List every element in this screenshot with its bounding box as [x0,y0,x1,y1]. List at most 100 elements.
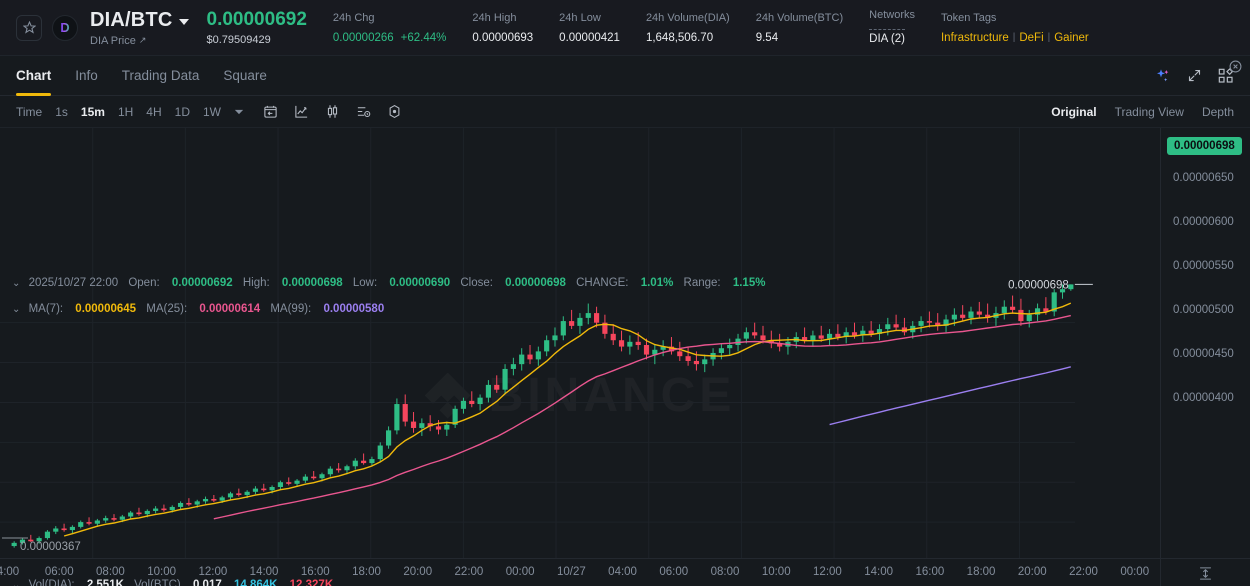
stat-24h-volume-dia: 24h Volume(DIA) 1,648,506.70 [646,11,730,43]
ohlc-datetime: 2025/10/27 22:00 [28,277,119,289]
time-tick: 10:00 [761,566,791,578]
vol-dia-value: 2.551K [86,579,124,586]
stat-label: 24h Low [559,12,601,25]
interval-4h[interactable]: 4H [146,104,162,119]
price-axis[interactable]: 0.00000698 0.00000650 0.00000600 0.00000… [1160,128,1250,566]
chart-toolbar: Time 1s 15m 1H 4H 1D 1W [0,96,1250,128]
stat-24h-low: 24h Low 0.00000421 [559,11,620,43]
axis-reset-button[interactable] [1160,559,1250,586]
collapse-chevron-icon[interactable]: ⌄ [12,304,21,315]
price-tick: 0.00000600 [1173,216,1234,228]
tag-separator: | [1047,32,1051,44]
interval-1w[interactable]: 1W [202,104,221,119]
ma99-value: 0.00000580 [323,303,385,315]
time-tick: 16:00 [915,566,945,578]
view-mode-original[interactable]: Original [1051,104,1097,119]
calendar-icon[interactable] [263,104,278,119]
close-icon[interactable] [1229,60,1242,73]
stat-label: 24h Volume(DIA) [645,12,730,25]
tab-info[interactable]: Info [75,68,98,83]
interval-15m[interactable]: 15m [80,104,105,119]
interval-1s[interactable]: 1s [55,104,68,119]
view-mode-switcher: Original Trading View Depth [1051,105,1234,119]
change-label: CHANGE: [576,277,629,289]
indicators-icon[interactable] [356,104,371,119]
price-tick: 0.00000550 [1173,260,1234,272]
ma25-label: MA(25): [146,303,188,315]
interval-1d[interactable]: 1D [174,104,190,119]
tab-bar-actions [1155,67,1234,84]
ma7-label: MA(7): [28,303,64,315]
ma-legend: ⌄ MA(7): 0.00000645 MA(25): 0.00000614 M… [12,303,391,315]
low-label: Low: [352,277,378,289]
expand-icon[interactable] [1187,68,1202,83]
stat-token-tags: Token Tags Infrastructure | DeFi | Gaine… [941,11,1089,43]
time-tick: 00:00 [1120,566,1150,578]
ma99-label: MA(99): [270,303,312,315]
ma25-value: 0.00000614 [199,303,261,315]
vol-btc-label: Vol(BTC) [134,579,181,586]
stat-value: 0.00000266 [332,31,394,44]
time-tick: 16:00 [300,566,330,578]
stat-24h-high: 24h High 0.00000693 [472,11,533,43]
view-mode-trading-view[interactable]: Trading View [1114,104,1184,119]
line-chart-icon[interactable] [294,104,309,119]
high-price-marker: 0.00000698 [1008,279,1069,291]
low-value: 0.00000690 [389,277,451,289]
time-tick: 12:00 [198,566,228,578]
token-tag-gainer[interactable]: Gainer [1054,31,1089,44]
collapse-chevron-icon[interactable]: ⌄ [12,580,21,586]
chevron-down-icon[interactable] [234,107,244,117]
price-tick: 0.00000450 [1173,348,1234,360]
coin-logo-letter: D [60,20,70,35]
time-tick: 20:00 [403,566,433,578]
candlestick-icon[interactable] [325,104,340,119]
time-axis[interactable]: 4:00 06:00 08:00 10:00 12:00 14:00 16:00 18:00 2… [0,558,1250,586]
vol-ma-red-value: 12.327K [289,579,334,586]
time-tick: 00:00 [505,566,535,578]
time-tick: 12:00 [813,566,842,578]
tab-trading-data[interactable]: Trading Data [121,68,200,83]
price-tick: 0.00000400 [1173,392,1234,404]
time-tick: 04:00 [608,566,637,578]
chart-tool-icons [263,104,402,119]
time-tick: 18:00 [966,566,996,578]
ticker-icon-group: D [16,14,78,41]
collapse-chevron-icon[interactable]: ⌄ [12,278,21,289]
token-tag-infrastructure[interactable]: Infrastructure [940,31,1009,44]
token-tag-defi[interactable]: DeFi [1019,31,1044,44]
tab-chart[interactable]: Chart [16,56,52,96]
close-label: Close: [460,277,493,289]
networks-label: Networks [869,9,915,22]
token-tags-list: Infrastructure | DeFi | Gainer [941,32,1089,44]
high-label: High: [242,277,270,289]
range-value: 1.15% [732,277,766,289]
settings-icon[interactable] [387,104,402,119]
live-price-badge: 0.00000698 [1167,137,1242,155]
pair-sub-link[interactable]: DIA Price ↗ [90,35,189,47]
price-plot[interactable]: 0.00000698 0.00000367 [0,128,1160,566]
time-tick: 14:00 [249,566,279,578]
ohlc-legend: ⌄ 2025/10/27 22:00 Open: 0.00000692 High… [12,277,772,289]
open-value: 0.00000692 [171,277,233,289]
time-tick: 06:00 [44,566,74,578]
vol-ma-cyan-value: 14.864K [233,579,278,586]
networks-value[interactable]: DIA (2) [869,28,905,45]
price-tick: 0.00000500 [1173,304,1234,316]
stat-24h-chg: 24h Chg 0.00000266 +62.44% [333,11,447,43]
stat-value: 1,648,506.70 [645,31,714,44]
main-tab-bar: Chart Info Trading Data Square [0,56,1250,96]
star-icon[interactable] [16,14,42,41]
ai-sparkle-icon[interactable] [1155,68,1171,84]
stat-24h-volume-btc: 24h Volume(BTC) 9.54 [756,11,843,43]
token-tags-label: Token Tags [940,12,997,25]
usd-price: $0.79509429 [206,34,271,47]
interval-1h[interactable]: 1H [117,104,134,119]
tab-square[interactable]: Square [223,68,267,83]
last-price-block: 0.00000692 $0.79509429 [207,9,307,47]
view-mode-depth[interactable]: Depth [1201,104,1234,119]
pair-selector[interactable]: DIA/BTC DIA Price ↗ [90,9,189,47]
chevron-down-icon[interactable] [178,18,189,25]
